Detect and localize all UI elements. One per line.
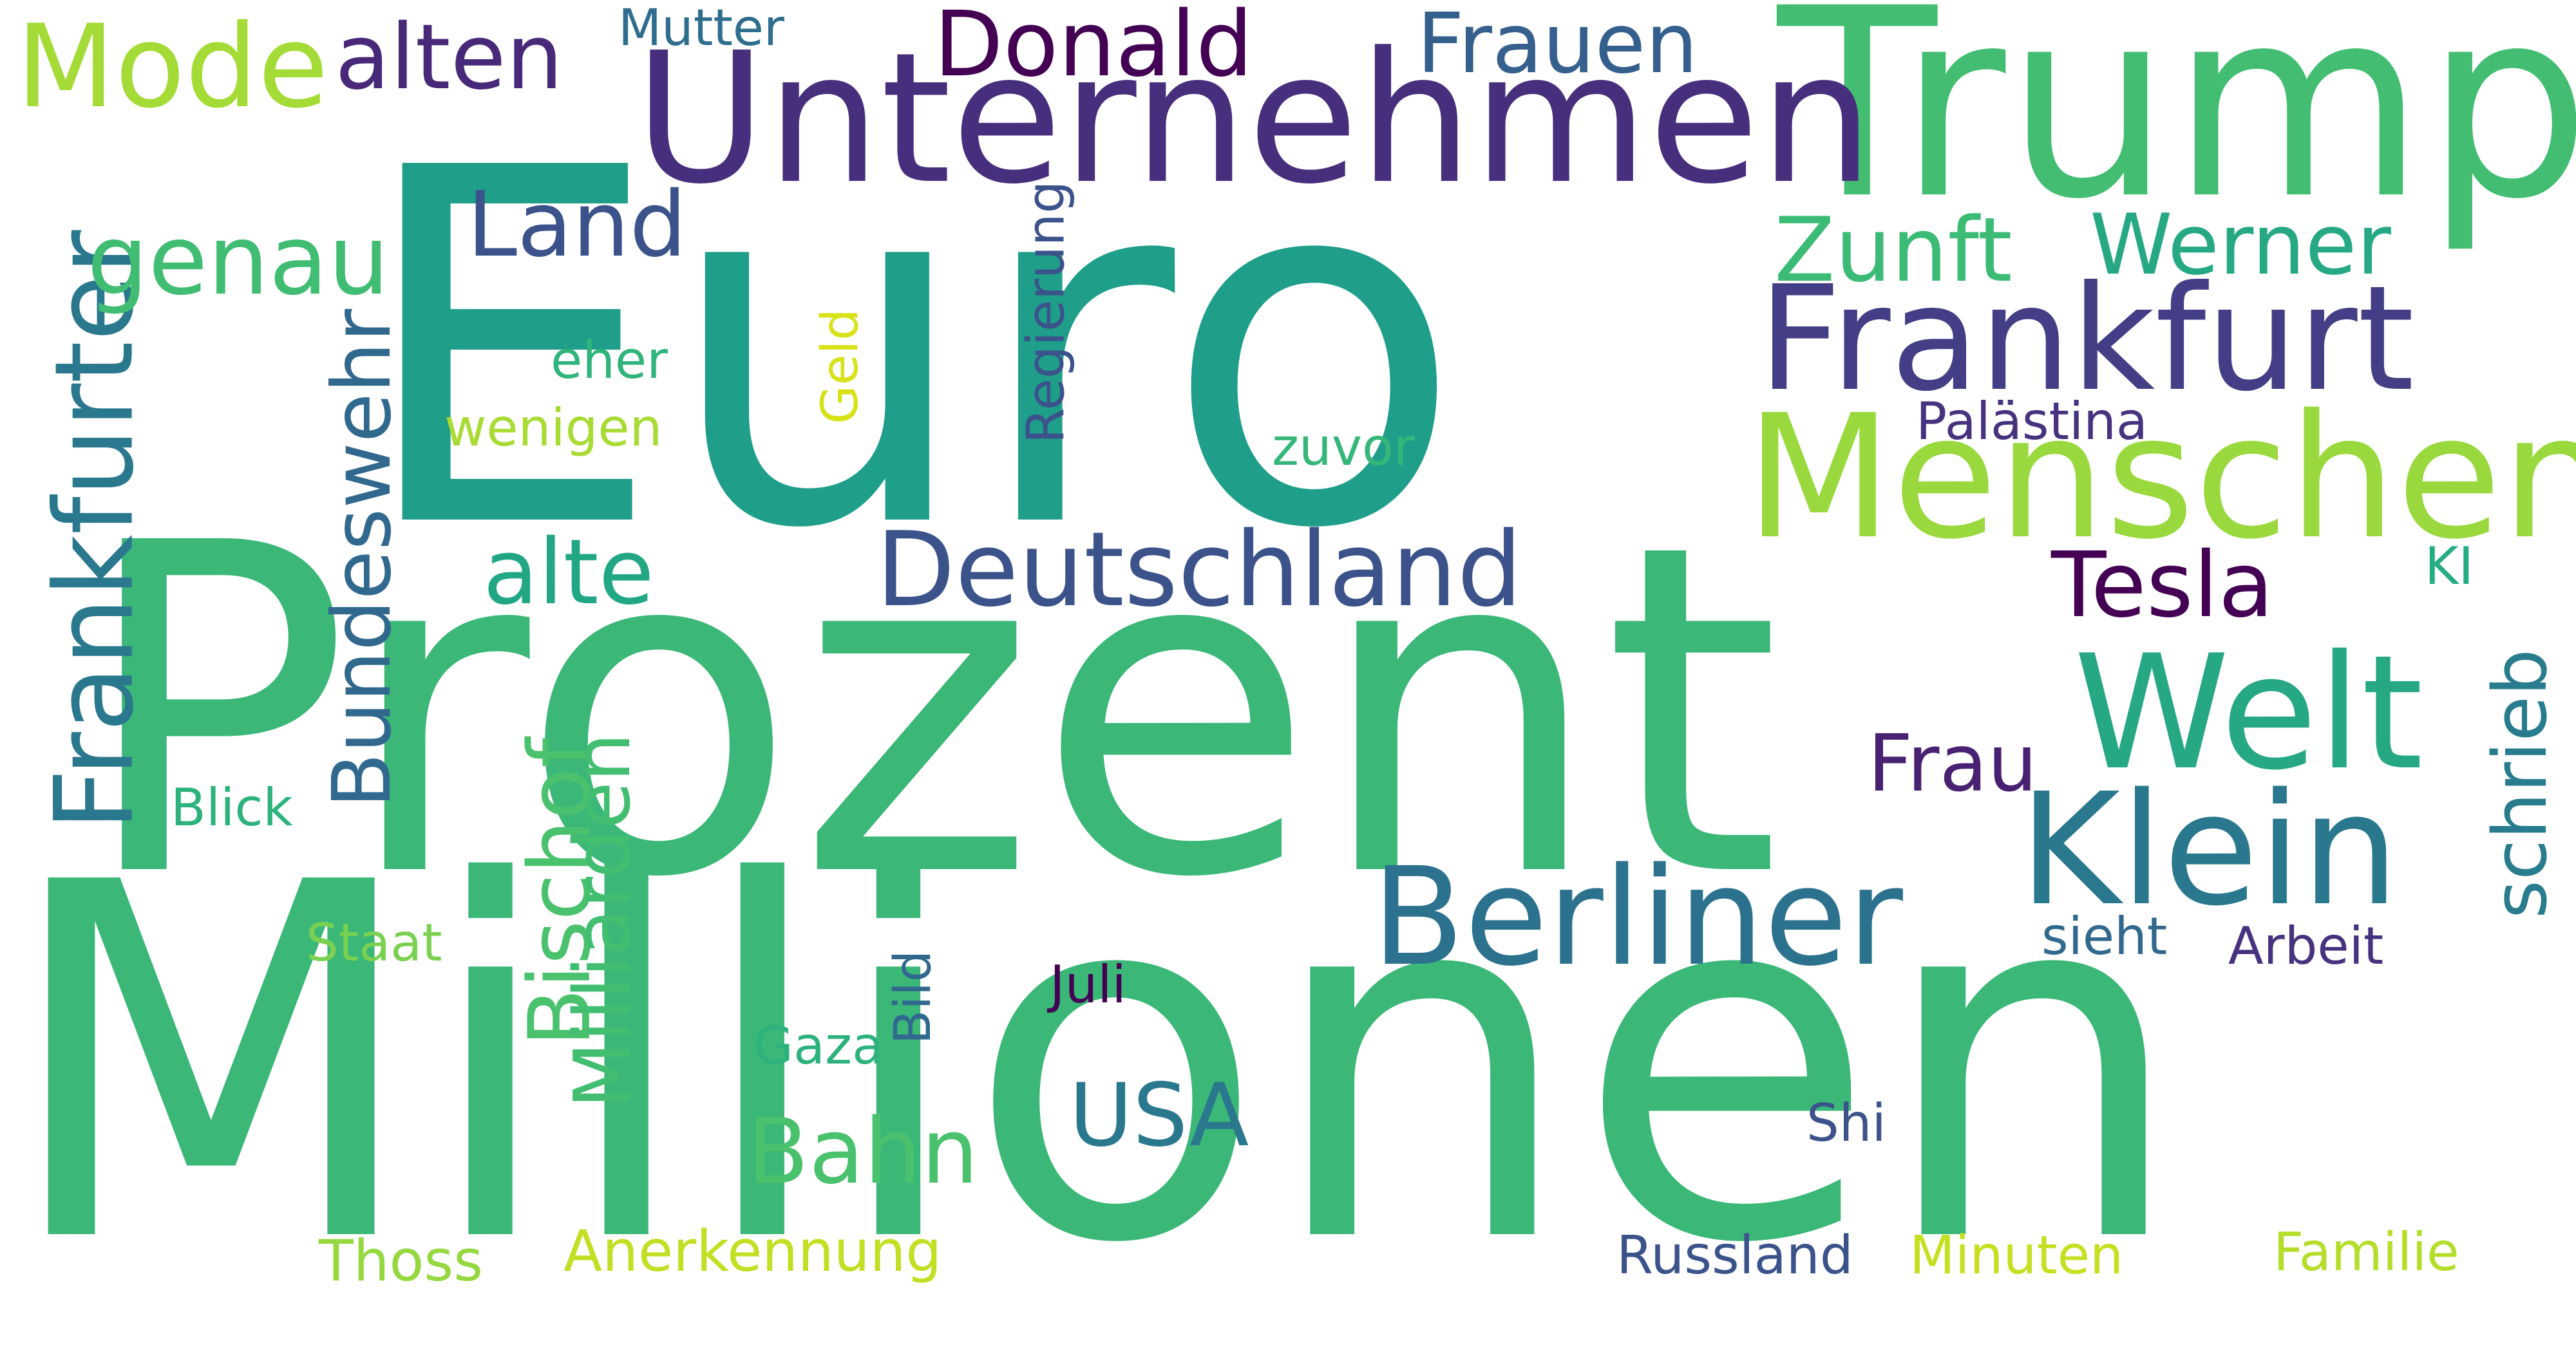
word-mutter: Mutter (618, 0, 784, 57)
word-alten: alten (335, 5, 564, 110)
word-familie: Familie (2273, 1222, 2459, 1283)
word-palaestina: Palästina (1916, 391, 2148, 451)
word-unternehmen: Unternehmen (634, 14, 1874, 224)
word-staat: Staat (306, 913, 442, 973)
word-anerkennung: Anerkennung (564, 1218, 942, 1284)
word-bundeswehr: Bundeswehr (316, 308, 410, 809)
word-berliner: Berliner (1372, 838, 1903, 996)
word-schrieb: schrieb (2477, 648, 2564, 919)
word-bild: Bild (884, 950, 943, 1045)
word-bahn: Bahn (747, 1100, 979, 1205)
word-thoss: Thoss (319, 1228, 484, 1294)
word-russland: Russland (1616, 1225, 1853, 1286)
word-sieht: sieht (2041, 906, 2168, 966)
word-trump: Trump (1777, 0, 2576, 256)
word-deutschland: Deutschland (876, 509, 1522, 630)
word-ki: KI (2425, 536, 2474, 596)
word-land: Land (467, 173, 687, 277)
word-zunft: Zunft (1774, 198, 2012, 302)
word-donald: Donald (934, 0, 1253, 97)
word-minuten: Minuten (1909, 1225, 2124, 1286)
word-eher: eher (551, 330, 668, 390)
word-alte: alte (483, 520, 654, 625)
word-regierung: Regierung (1016, 180, 1076, 444)
word-shi: Shi (1806, 1093, 1886, 1153)
word-euro: Euro (354, 66, 1464, 635)
word-frau: Frau (1868, 718, 2038, 809)
word-werner: Werner (2090, 196, 2391, 294)
word-welt: Welt (2074, 621, 2423, 805)
word-frankfurt: Frankfurt (1758, 255, 2414, 424)
word-geld: Geld (811, 308, 869, 424)
word-arbeit: Arbeit (2228, 916, 2384, 976)
word-milliarden: Milliarden (558, 733, 648, 1109)
word-juli: Juli (1050, 955, 1126, 1015)
word-mode: Mode (16, 0, 328, 133)
word-frankfurter: Frankfurter (31, 230, 158, 831)
word-frauen: Frauen (1417, 0, 1698, 92)
word-usa: USA (1069, 1065, 1249, 1166)
word-prozent: Prozent (77, 449, 1781, 977)
word-gaza: Gaza (753, 1016, 884, 1076)
word-cloud: Euro Millionen Prozent Trump Unternehmen… (0, 0, 2576, 1310)
word-wenigen: wenigen (444, 398, 663, 458)
word-klein: Klein (2019, 760, 2400, 940)
word-blick: Blick (171, 778, 293, 838)
word-tesla: Tesla (2051, 533, 2274, 638)
word-zuvor: zuvor (1272, 417, 1415, 477)
word-millionen: Millionen (0, 781, 2188, 1350)
word-genau: genau (87, 205, 390, 317)
word-menschen: Menschen (1745, 379, 2576, 577)
